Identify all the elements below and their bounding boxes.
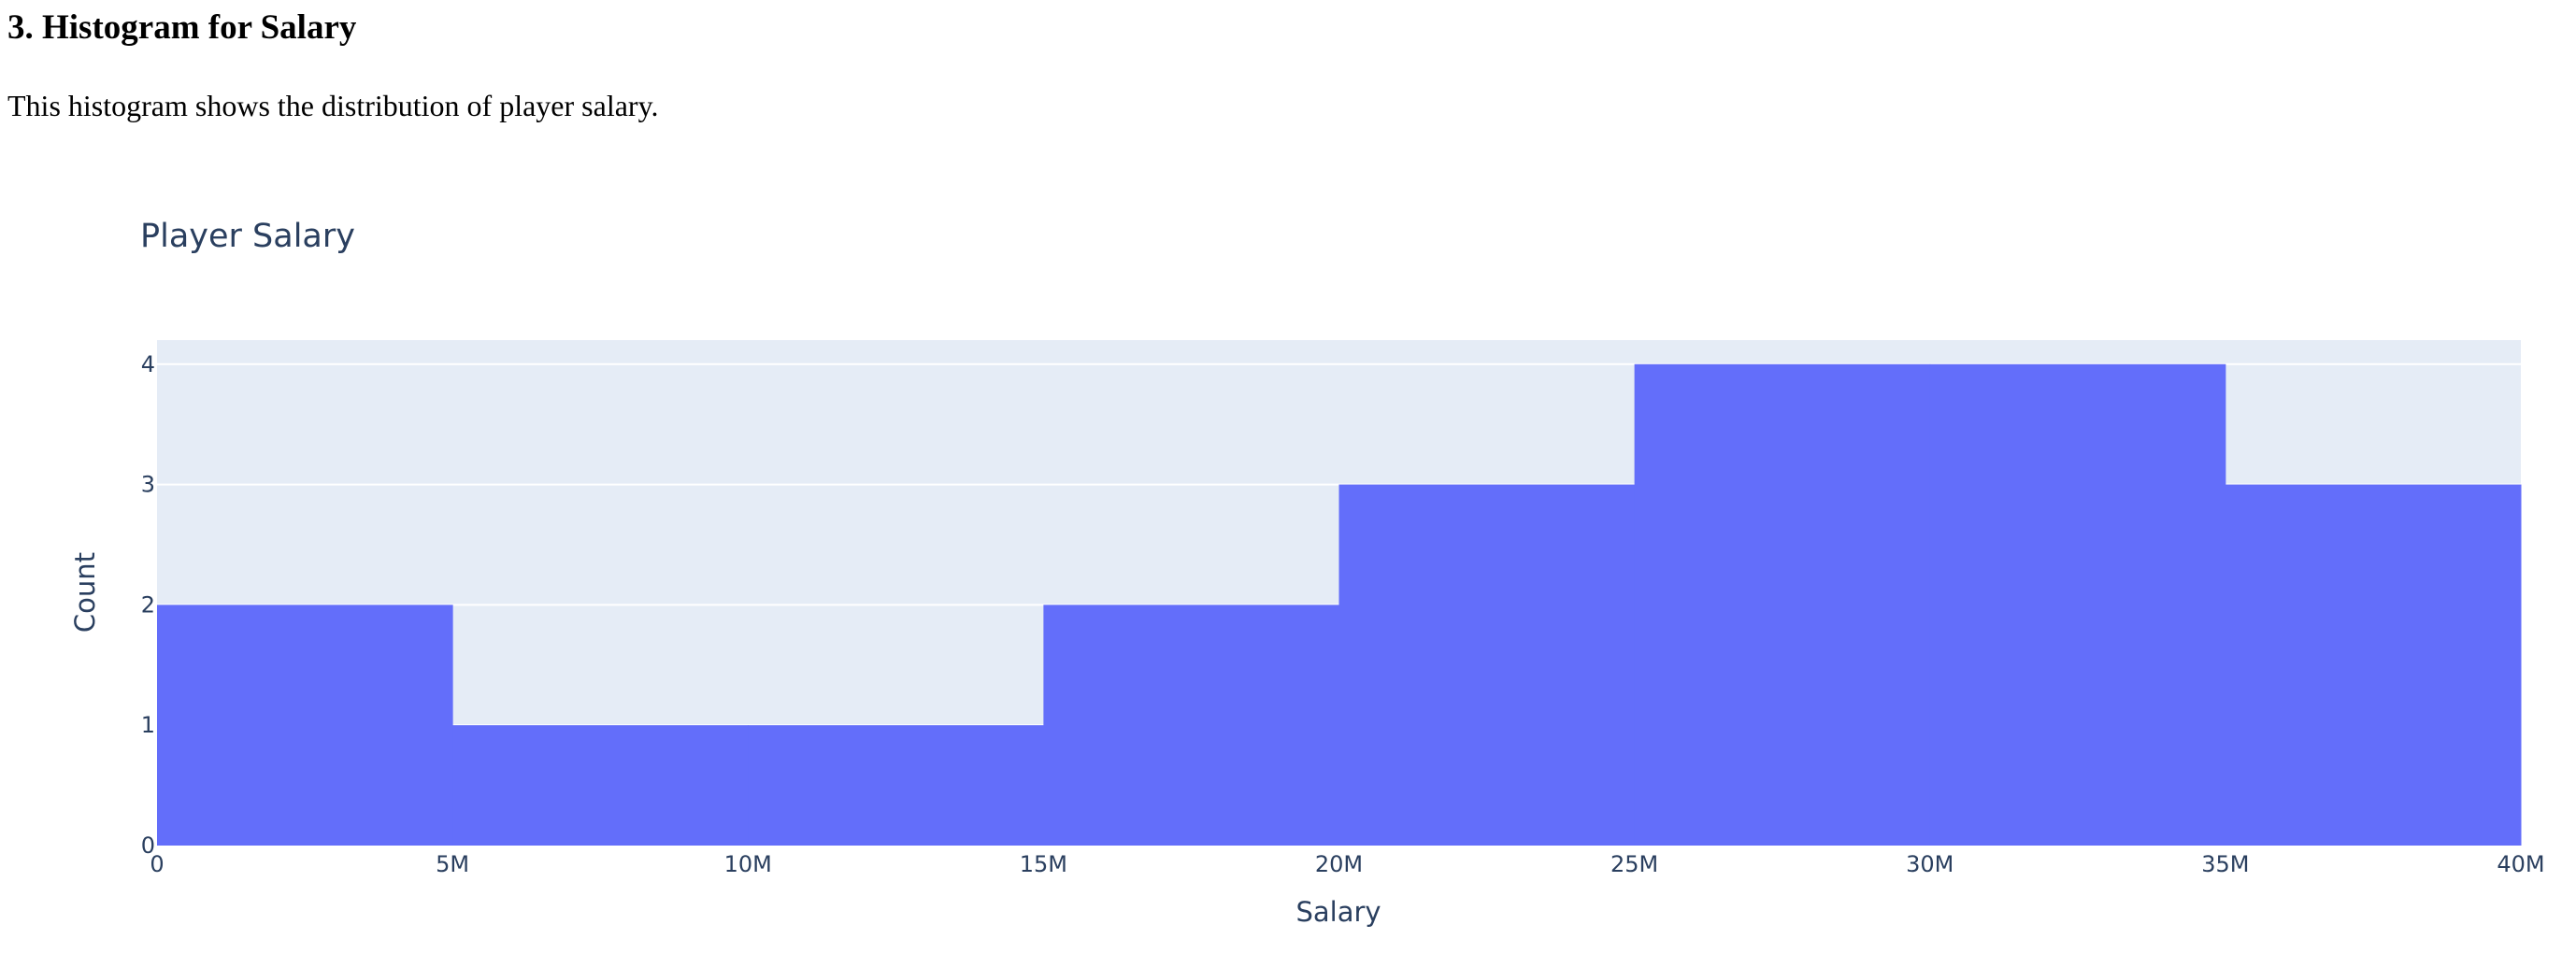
x-tick-label: 0 (150, 851, 164, 877)
x-tick-label: 10M (724, 851, 772, 877)
x-tick-label: 25M (1610, 851, 1658, 877)
histogram-bar[interactable] (452, 725, 749, 846)
histogram-bar[interactable] (157, 605, 453, 846)
x-axis-ticks: 0 5M 10M 15M 20M 25M 30M 35M 40M (150, 851, 2544, 877)
y-axis-title: Count (69, 552, 101, 633)
histogram-bar[interactable] (1043, 605, 1339, 846)
y-tick-label: 1 (141, 712, 155, 738)
y-tick-label: 3 (141, 472, 155, 498)
x-tick-label: 20M (1315, 851, 1363, 877)
x-tick-label: 5M (436, 851, 469, 877)
histogram-bar[interactable] (1634, 363, 1931, 846)
y-tick-label: 0 (141, 832, 155, 859)
histogram-bar[interactable] (1338, 484, 1636, 846)
chart-title: Player Salary (140, 218, 355, 255)
histogram-bar[interactable] (2225, 484, 2522, 846)
x-axis-title: Salary (1295, 896, 1381, 928)
section-heading: 3. Histogram for Salary (7, 8, 357, 47)
x-tick-label: 30M (1906, 851, 1953, 877)
histogram-bars (157, 363, 2522, 846)
x-tick-label: 40M (2497, 851, 2544, 877)
y-axis-ticks: 0 1 2 3 4 (141, 351, 155, 859)
histogram-bar[interactable] (1929, 363, 2226, 846)
x-tick-label: 15M (1020, 851, 1067, 877)
y-tick-label: 4 (141, 351, 155, 377)
x-tick-label: 35M (2201, 851, 2249, 877)
histogram-bar[interactable] (748, 725, 1044, 846)
y-tick-label: 2 (141, 591, 155, 618)
section-description: This histogram shows the distribution of… (7, 89, 659, 122)
